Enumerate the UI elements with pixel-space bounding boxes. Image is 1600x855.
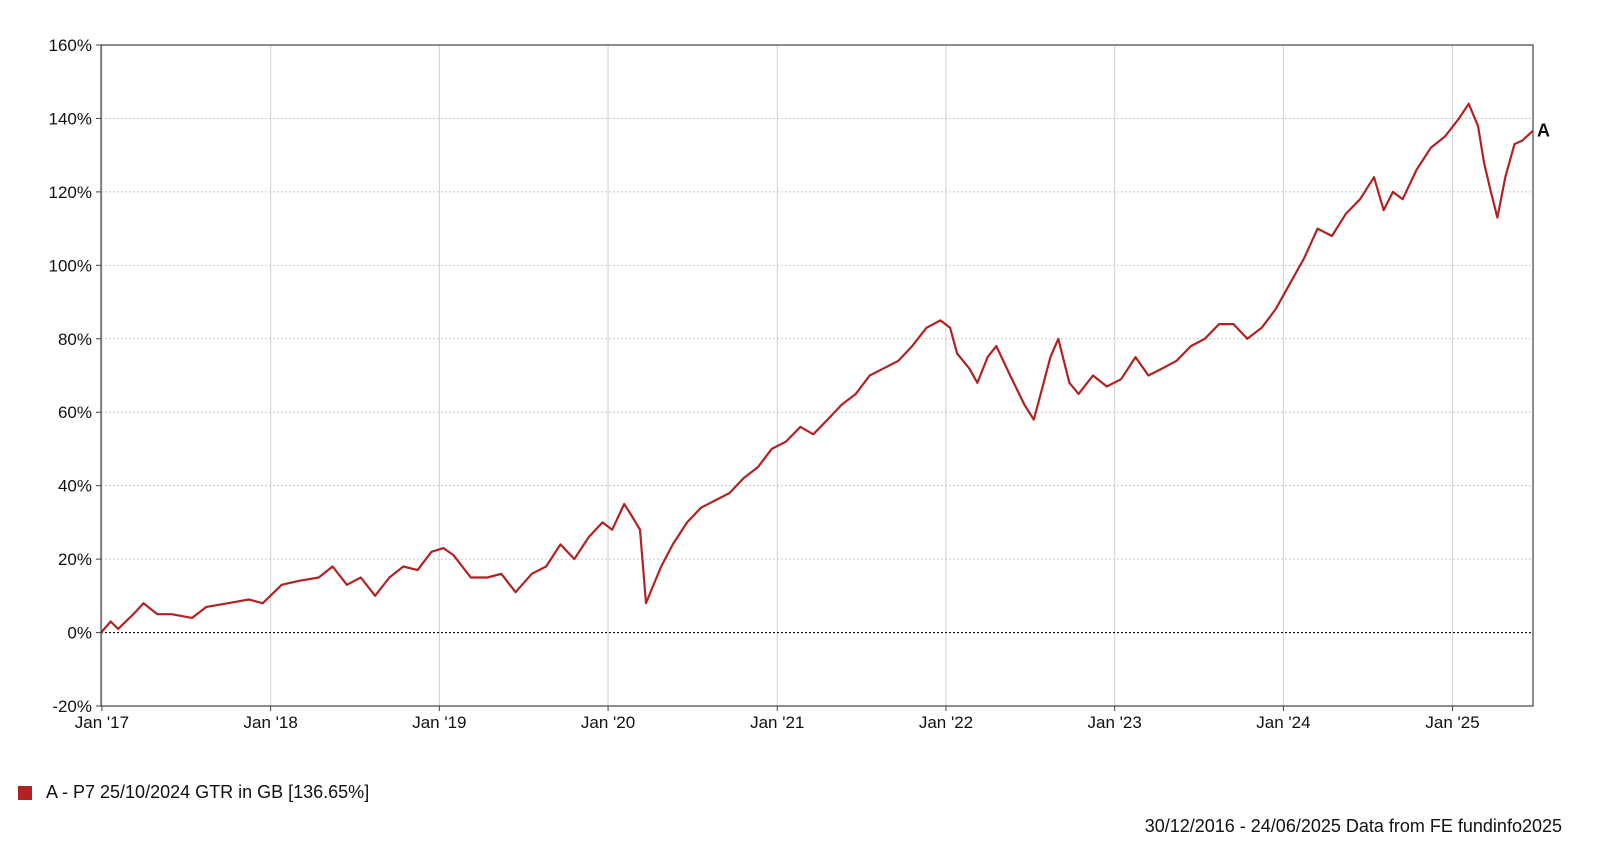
y-tick-label: 100%: [49, 256, 92, 275]
legend-swatch: [18, 785, 32, 800]
x-tick-label: Jan '18: [243, 713, 297, 732]
y-tick-label: 20%: [58, 550, 92, 569]
y-tick-label: 60%: [58, 403, 92, 422]
legend-label: A - P7 25/10/2024 GTR in GB [136.65%]: [46, 782, 370, 802]
legend: A - P7 25/10/2024 GTR in GB [136.65%]: [18, 782, 369, 803]
x-tick-label: Jan '22: [919, 713, 973, 732]
x-axis-ticks: Jan '17 Jan '18 Jan '19 Jan '20 Jan '21 Jan '…: [75, 706, 1480, 732]
x-tick-label: Jan '17: [75, 713, 129, 732]
date-range-source: 30/12/2016 - 24/06/2025 Data from FE fun…: [1144, 816, 1562, 836]
y-tick-label: -20%: [52, 697, 92, 716]
series-end-label: A: [1537, 121, 1550, 141]
y-tick-label: 40%: [58, 477, 92, 496]
y-tick-label: 140%: [49, 109, 92, 128]
x-tick-label: Jan '25: [1425, 713, 1479, 732]
y-tick-label: 160%: [49, 36, 92, 55]
y-tick-label: 80%: [58, 330, 92, 349]
x-tick-label: Jan '21: [750, 713, 804, 732]
grid-layer: [101, 45, 1533, 706]
series-line: [100, 102, 1534, 634]
plot-frame: [100, 44, 1534, 707]
chart-canvas: 160% 140% 120% 100% 80% 60% 40% 20% 0% -20% Jan '…: [49, 36, 1550, 732]
y-tick-label: 120%: [49, 183, 92, 202]
y-axis-ticks: 160% 140% 120% 100% 80% 60% 40% 20% 0% -20%: [49, 36, 101, 716]
x-tick-label: Jan '24: [1256, 713, 1310, 732]
x-tick-label: Jan '20: [581, 713, 635, 732]
x-tick-label: Jan '19: [412, 713, 466, 732]
x-tick-label: Jan '23: [1088, 713, 1142, 732]
y-tick-label: 0%: [67, 624, 92, 643]
